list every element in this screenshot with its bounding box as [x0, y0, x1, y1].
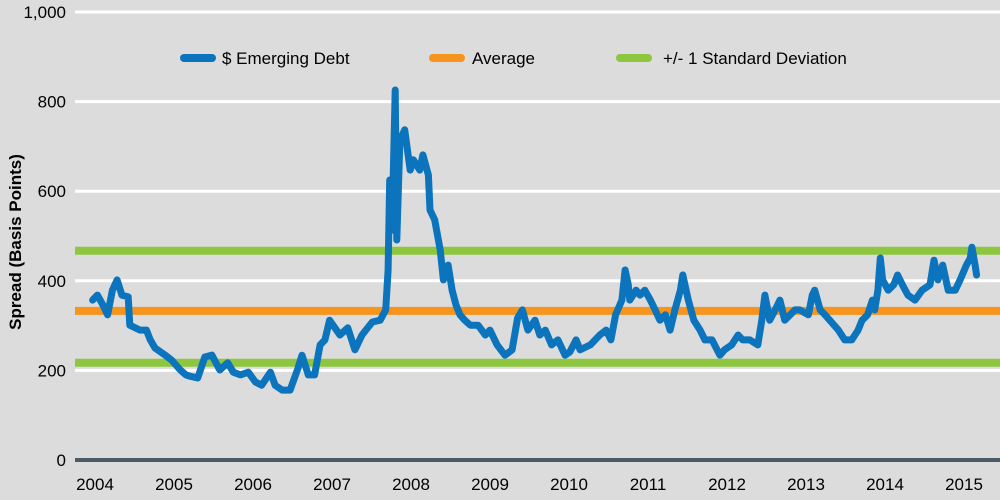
x-tick-label: 2010 [550, 475, 588, 494]
x-tick-label: 2005 [155, 475, 193, 494]
x-tick-label: 2012 [708, 475, 746, 494]
x-tick-label: 2008 [392, 475, 430, 494]
legend-label-average: Average [472, 49, 535, 68]
legend-label-std-dev: +/- 1 Standard Deviation [663, 49, 847, 68]
x-tick-label: 2004 [76, 475, 114, 494]
x-tick-label: 2014 [866, 475, 904, 494]
legend: $ Emerging Debt Average +/- 1 Standard D… [180, 49, 847, 68]
y-axis-label: Spread (Basis Points) [6, 154, 25, 330]
y-tick-label: 400 [38, 272, 66, 291]
emerging-debt-line [89, 86, 981, 394]
y-tick-label: 200 [38, 361, 66, 380]
legend-label-emerging-debt: $ Emerging Debt [222, 49, 350, 68]
y-tick-label: 0 [57, 451, 66, 470]
y-tick-label: 800 [38, 93, 66, 112]
x-tick-label: 2013 [787, 475, 825, 494]
y-tick-label: 1,000 [23, 3, 66, 22]
x-tick-label: 2007 [313, 475, 351, 494]
x-tick-label: 2009 [471, 475, 509, 494]
x-tick-label: 2015 [945, 475, 983, 494]
y-tick-label: 600 [38, 182, 66, 201]
x-tick-label: 2006 [234, 475, 272, 494]
x-tick-label: 2011 [630, 475, 667, 494]
